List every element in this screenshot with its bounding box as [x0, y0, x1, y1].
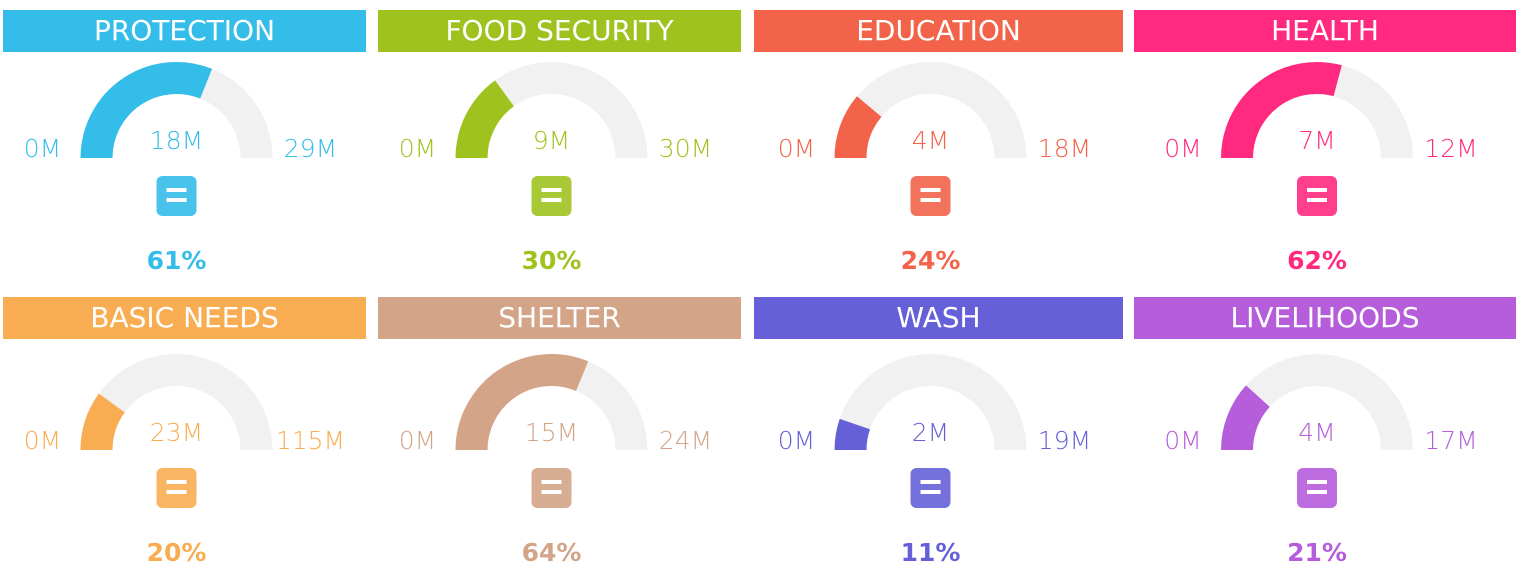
icon [1297, 176, 1337, 216]
gauge-value-label: 2M [912, 418, 949, 447]
percent-label: 64% [522, 538, 582, 567]
icon-detail [166, 480, 187, 484]
title-bar [3, 10, 366, 52]
title-bar [754, 10, 1123, 52]
icon-detail [1307, 188, 1327, 192]
panel-title: EDUCATION [856, 14, 1021, 47]
gauge-tick-label: 19M [1038, 426, 1091, 455]
icon [156, 176, 197, 216]
title-bar [378, 10, 741, 52]
panel-title: PROTECTION [94, 14, 275, 47]
gauge-tick-label: 0M [24, 134, 61, 163]
gauge-tick-label: 0M [1164, 426, 1201, 455]
percent-label: 30% [522, 246, 582, 275]
icon-detail [1307, 198, 1327, 202]
gauge-fill [1221, 385, 1271, 451]
gauge-fill [834, 96, 882, 159]
gauge-value-label: 4M [1298, 418, 1335, 447]
panel-title: BASIC NEEDS [90, 301, 279, 334]
gauge-tick-label: 0M [24, 426, 61, 455]
gauge-fill [80, 393, 126, 451]
panel-title: FOOD SECURITY [445, 14, 674, 47]
gauge-fill [455, 354, 589, 451]
percent-label: 61% [147, 246, 207, 275]
gauge-fill [1221, 62, 1342, 159]
percent-label: 21% [1287, 538, 1347, 567]
panel-title: HEALTH [1271, 14, 1379, 47]
gauge-panel: WASH 0M 19M 2M 11% [754, 297, 1123, 567]
panel-title: SHELTER [498, 301, 621, 334]
gauge-panel: SHELTER 0M 24M 15M 64% [378, 297, 741, 567]
gauge-tick-label: 29M [284, 134, 337, 163]
panel-title: LIVELIHOODS [1230, 301, 1419, 334]
percent-label: 62% [1287, 246, 1347, 275]
gauge-fill [834, 418, 871, 451]
gauge-tick-label: 0M [1164, 134, 1201, 163]
icon-detail [166, 490, 187, 494]
gauge-value-label: 18M [150, 126, 203, 155]
title-bar [754, 297, 1123, 339]
panel-title: WASH [896, 301, 980, 334]
gauge-tick-label: 115M [276, 426, 345, 455]
icon [531, 176, 572, 216]
gauge-value-label: 23M [150, 418, 203, 447]
gauge-value-label: 15M [525, 418, 578, 447]
gauge-fill [80, 62, 213, 159]
gauge-value-label: 4M [912, 126, 949, 155]
icon [1297, 468, 1337, 508]
gauge-tick-label: 0M [399, 426, 436, 455]
icon-detail [1307, 490, 1327, 494]
title-bar [3, 297, 366, 339]
icon-detail [920, 490, 941, 494]
gauge-fill [455, 80, 515, 159]
gauge-tick-label: 24M [659, 426, 712, 455]
gauge-panel: PROTECTION 0M 29M 18M 61% [3, 10, 366, 275]
title-bar [378, 297, 741, 339]
icon-detail [166, 188, 187, 192]
icon-detail [920, 198, 941, 202]
icon-detail [541, 198, 562, 202]
gauge-tick-label: 0M [399, 134, 436, 163]
title-bar [1134, 10, 1516, 52]
gauge-value-label: 7M [1298, 126, 1335, 155]
gauge-tick-label: 30M [659, 134, 712, 163]
gauge-track [834, 354, 1027, 451]
icon-detail [1307, 480, 1327, 484]
gauge-tick-label: 18M [1038, 134, 1091, 163]
percent-label: 20% [147, 538, 207, 567]
gauge-panel: BASIC NEEDS 0M 115M 23M 20% [3, 297, 366, 567]
title-bar [1134, 297, 1516, 339]
icon-detail [541, 490, 562, 494]
gauge-tick-label: 0M [778, 426, 815, 455]
icon-detail [920, 188, 941, 192]
gauge-tick-label: 0M [778, 134, 815, 163]
icon [531, 468, 572, 508]
gauge-tick-label: 12M [1424, 134, 1477, 163]
percent-label: 24% [901, 246, 961, 275]
icon [910, 176, 951, 216]
icon-detail [166, 198, 187, 202]
icon-detail [541, 188, 562, 192]
gauge-panel: HEALTH 0M 12M 7M 62% [1134, 10, 1516, 275]
gauge-panel: FOOD SECURITY 0M 30M 9M 30% [378, 10, 741, 275]
gauge-value-label: 9M [533, 126, 570, 155]
percent-label: 11% [901, 538, 961, 567]
icon-detail [541, 480, 562, 484]
icon [156, 468, 197, 508]
gauge-tick-label: 17M [1424, 426, 1477, 455]
gauge-panel: LIVELIHOODS 0M 17M 4M 21% [1134, 297, 1516, 567]
gauge-panel: EDUCATION 0M 18M 4M 24% [754, 10, 1123, 275]
icon [910, 468, 951, 508]
icon-detail [920, 480, 941, 484]
